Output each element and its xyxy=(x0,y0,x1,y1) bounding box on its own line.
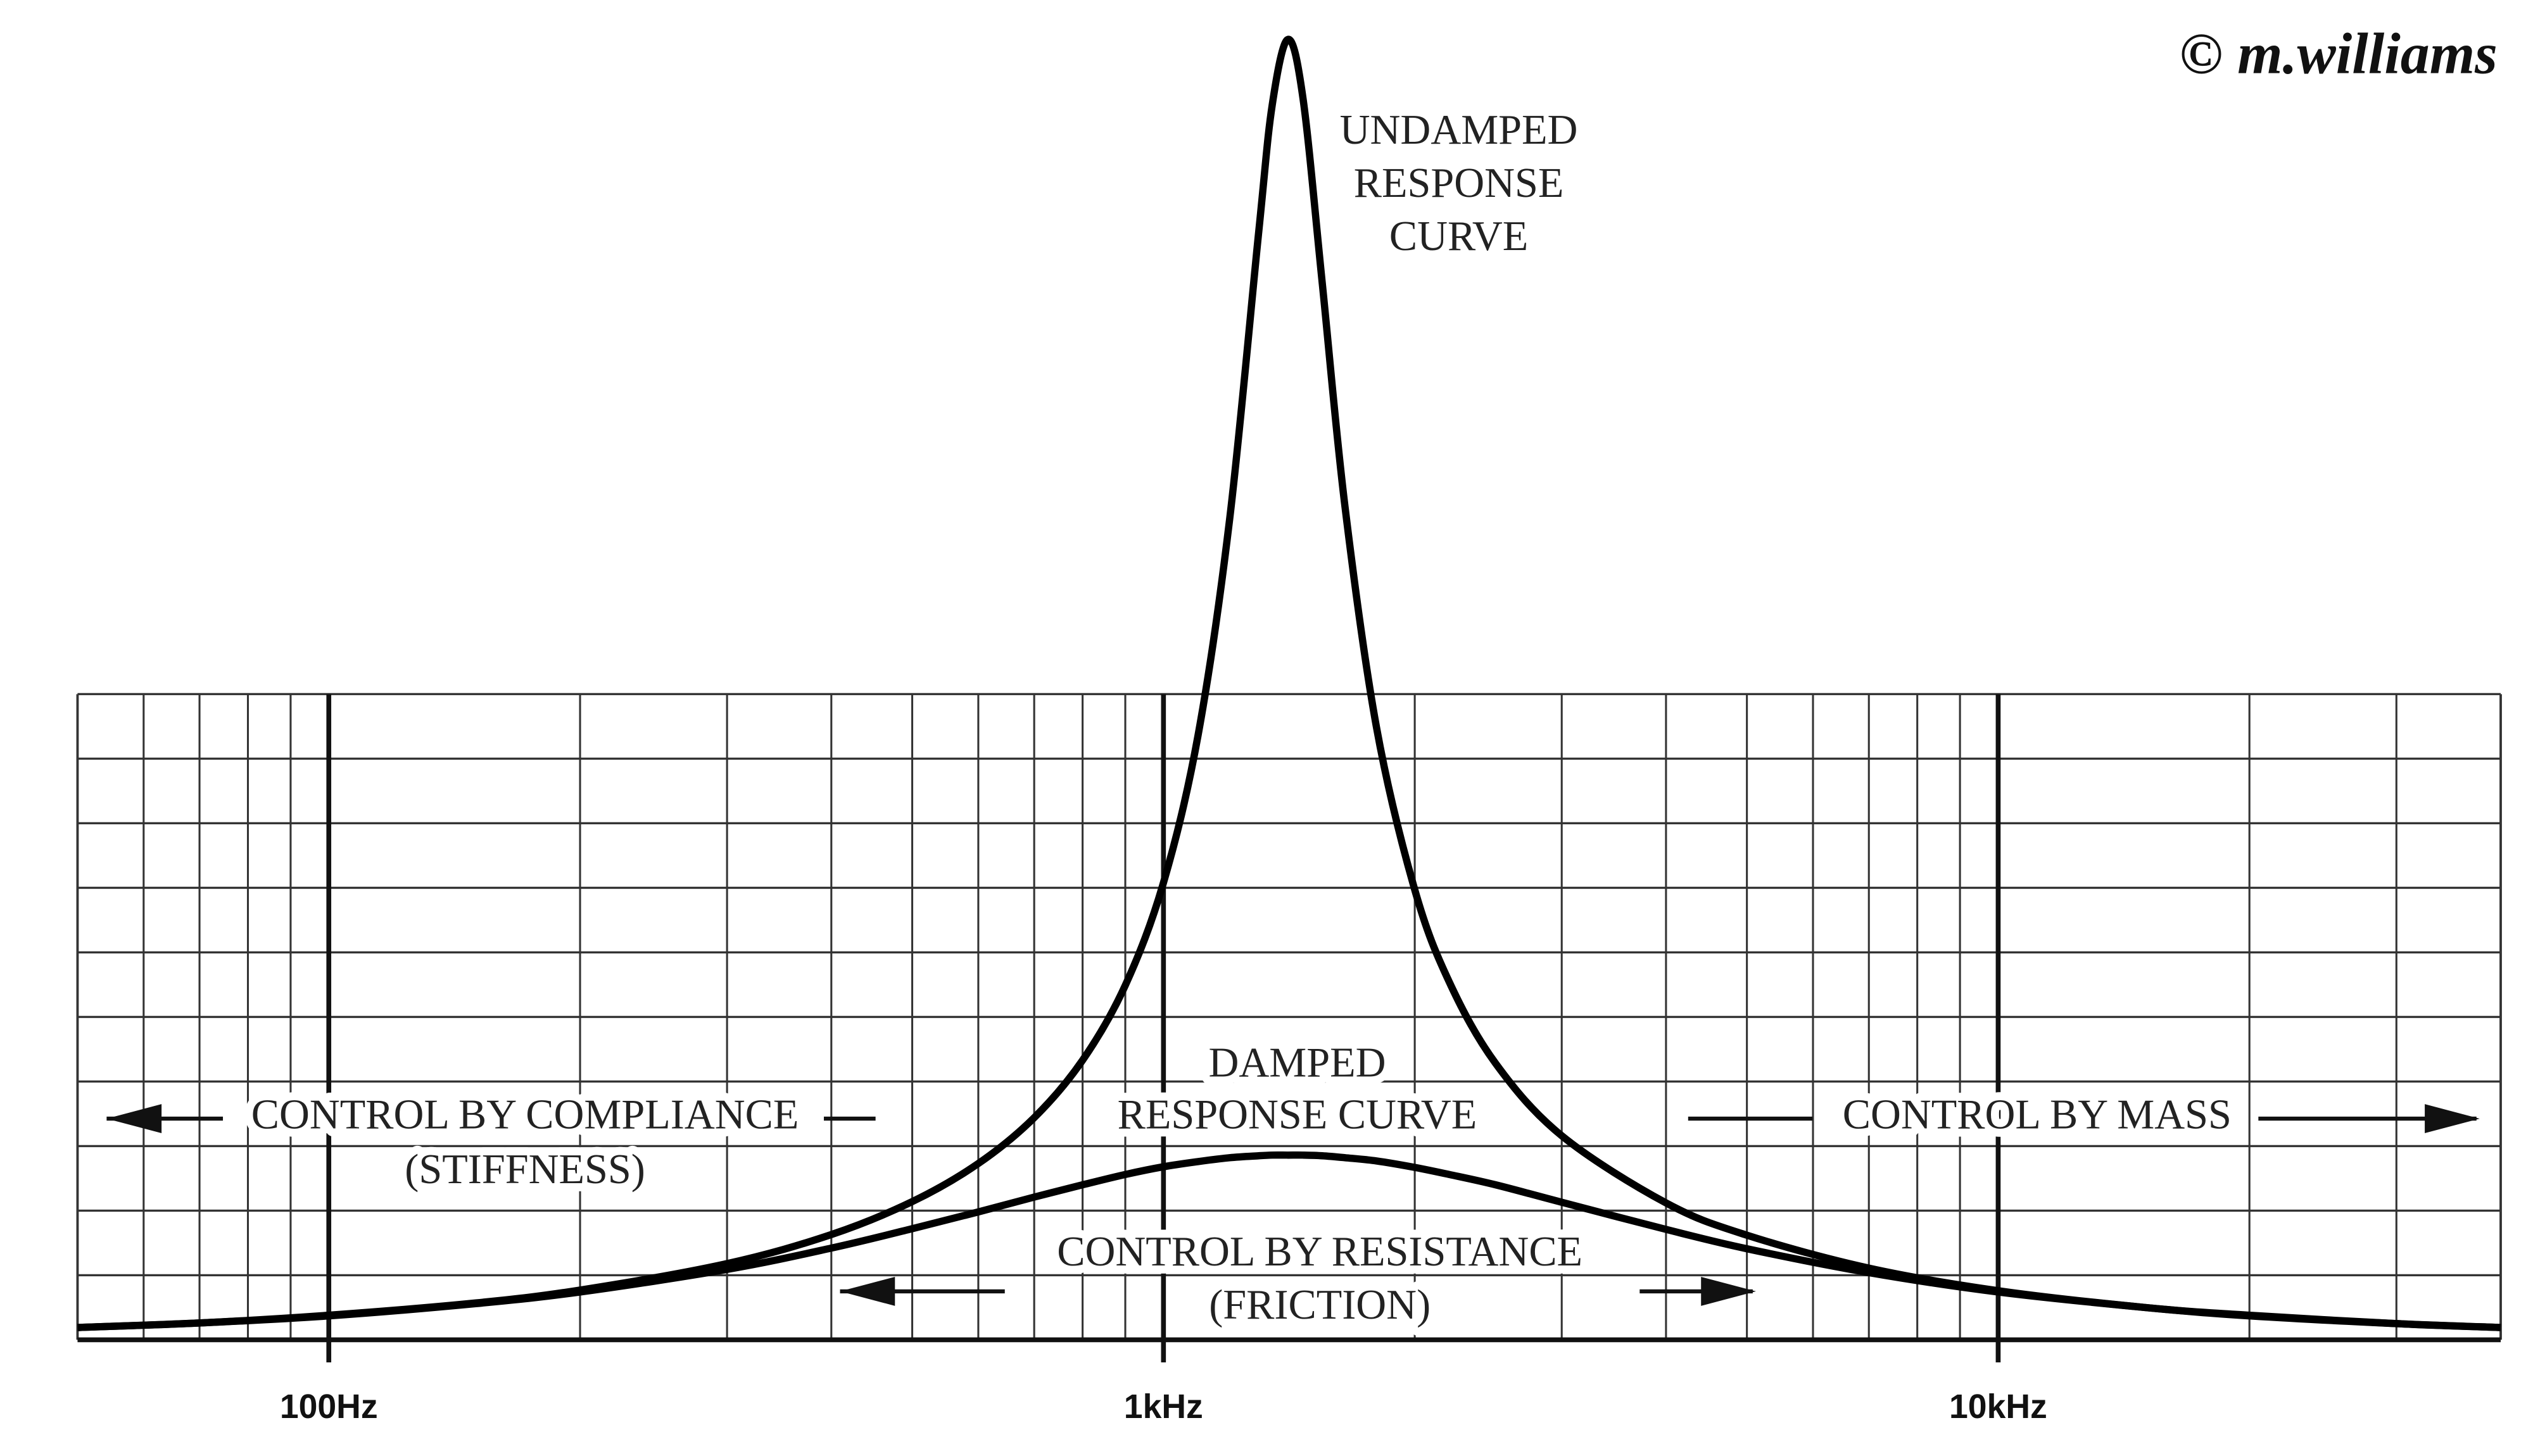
curves xyxy=(77,35,2501,1331)
annotation: CONTROL BY RESISTANCE xyxy=(1057,1229,1582,1275)
arrow-head xyxy=(1701,1276,1756,1306)
annotation: RESPONSE xyxy=(1354,160,1564,206)
arrow-head xyxy=(106,1104,162,1134)
annotation: (STIFFNESS) xyxy=(405,1146,645,1193)
arrow-head xyxy=(2425,1104,2480,1134)
response-curve xyxy=(77,1151,2501,1331)
arrows xyxy=(106,1104,2480,1306)
copyright: © m.williams xyxy=(2180,21,2498,85)
annotation: CONTROL BY MASS xyxy=(1843,1091,2232,1138)
arrow-head xyxy=(840,1276,895,1306)
annotations: UNDAMPED RESPONSE CURVE DAMPED RESPONSE CURV… xyxy=(106,99,2480,1336)
annotation: CONTROL BY COMPLIANCE xyxy=(251,1091,799,1138)
annotation: (FRICTION) xyxy=(1209,1282,1431,1328)
annotation: CURVE xyxy=(1389,213,1528,260)
annotation: DAMPED xyxy=(1208,1040,1386,1086)
x-tick-label: 1kHz xyxy=(1124,1388,1203,1426)
annotation: RESPONSE CURVE xyxy=(1118,1091,1477,1138)
grid: 100Hz 1kHz 10kHz xyxy=(76,693,2502,1426)
x-tick-label: 100Hz xyxy=(280,1388,378,1426)
annotation: UNDAMPED xyxy=(1340,107,1578,153)
response-curve xyxy=(77,35,2501,1331)
x-tick-label: 10kHz xyxy=(1949,1388,2047,1426)
